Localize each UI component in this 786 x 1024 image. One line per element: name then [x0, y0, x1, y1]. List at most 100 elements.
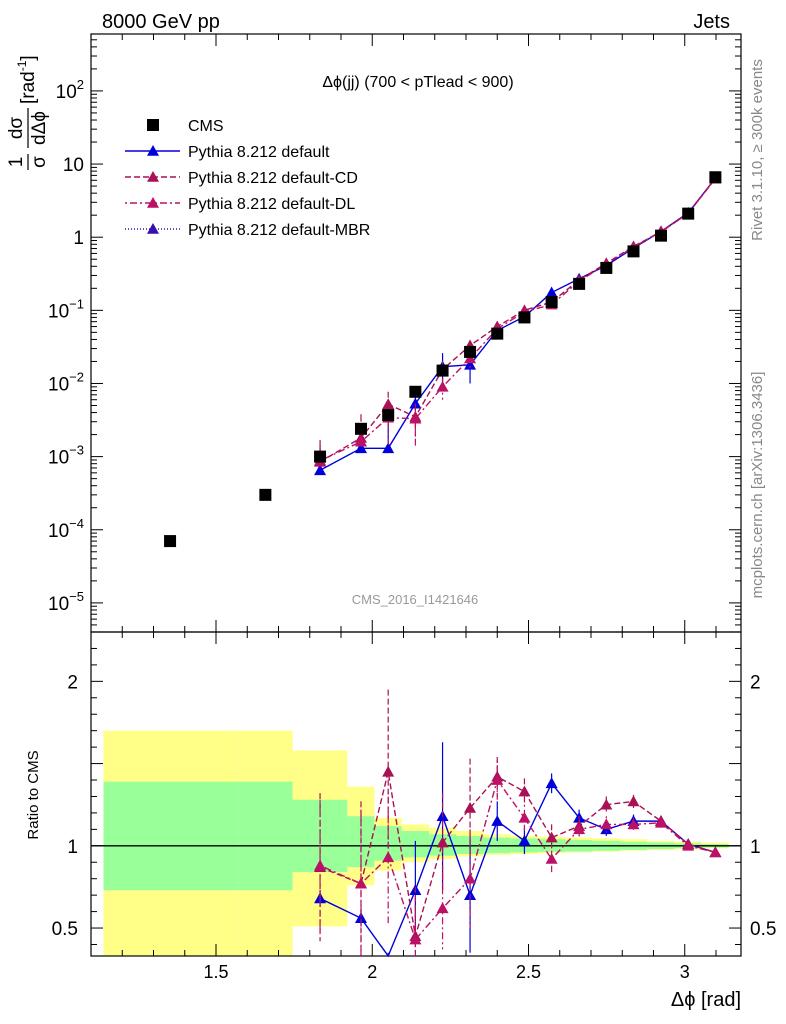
ratio-marker [545, 831, 558, 843]
cms-data-point [491, 327, 504, 340]
ratio-uncertainty-bands [91, 730, 741, 956]
ratio-plot-frame [90, 631, 742, 957]
axes-frames [90, 33, 742, 957]
series-marker [545, 286, 558, 298]
y-tick-label: 10−2 [48, 369, 84, 395]
legend-label: Pythia 8.212 default [188, 144, 330, 161]
ratio-marker [464, 872, 477, 884]
ratio-tick-label-left: 2 [67, 672, 78, 693]
ratio-marker [355, 877, 367, 889]
y-label-dsigma: dσ [6, 117, 27, 140]
legend-marker-triangle [147, 197, 159, 208]
ratio-tick-label-right: 2 [750, 672, 761, 693]
series-marker [355, 435, 367, 447]
cms-data-point [627, 245, 640, 258]
cms-data-point [164, 535, 177, 548]
ratio-marker [709, 846, 722, 858]
ratio-marker [382, 765, 395, 777]
ratio-marker [436, 836, 449, 848]
series-marker [436, 380, 449, 392]
ratio-y-label: Ratio to CMS [25, 750, 42, 839]
ratio-marker [627, 818, 640, 830]
cms-data-point [464, 345, 477, 358]
x-tick-label: 2 [367, 962, 377, 982]
y-tick-label: 10−1 [48, 296, 84, 322]
cms-data-point [573, 277, 586, 290]
ratio-marker [545, 777, 558, 789]
cms-data-point [355, 422, 367, 435]
legend-label: Pythia 8.212 default-CD [188, 170, 358, 187]
cms-data-point [600, 261, 613, 274]
y-tick-label: 10−5 [48, 589, 84, 615]
ratio-marker [573, 823, 586, 835]
ratio-marker [464, 801, 477, 813]
legend-label: CMS [188, 118, 224, 135]
cms-data-point [709, 171, 722, 184]
y-label-unit-close: ] [18, 55, 39, 60]
cms-data-point [382, 409, 395, 422]
series-marker [355, 442, 367, 454]
ratio-marker [314, 859, 327, 871]
ratio-marker [600, 798, 613, 810]
ratio-marker [518, 834, 531, 846]
ratio-marker [409, 933, 422, 945]
cms-data-point [409, 385, 422, 398]
y-tick-label: 1 [73, 228, 84, 249]
cms-data-points [164, 171, 722, 548]
series-marker [314, 464, 327, 476]
legend: CMS Pythia 8.212 default Pythia 8.212 defa… [125, 118, 370, 239]
ratio-marker [491, 815, 504, 826]
legend-marker-triangle [147, 171, 159, 182]
legend-marker-triangle [147, 145, 159, 156]
x-tick-label: 3 [680, 962, 690, 982]
ratio-marker [682, 839, 695, 851]
ratio-marker [627, 795, 640, 807]
header-energy: 8000 GeV pp [102, 11, 220, 33]
ratio-marker [382, 851, 395, 863]
ratio-tick-label-left: 1 [67, 837, 78, 858]
series-marker [409, 397, 422, 409]
legend-marker-square [147, 119, 159, 131]
axis-ticks: 1.5 2 2.5 3 102 10 1 10−1 10−2 10−3 10−4 10−5 2 2 1 1 0.… [48, 33, 776, 982]
ratio-marker [355, 912, 367, 923]
ratio-marker [436, 902, 449, 914]
header-process: Jets [693, 11, 730, 33]
cms-data-point [545, 296, 558, 309]
series-line [319, 177, 716, 471]
y-label-unit: [rad-1] [15, 55, 39, 104]
ratio-marker [491, 774, 504, 785]
cms-data-point [518, 311, 531, 324]
cms-data-point [436, 364, 449, 377]
y-axis-label: 1 σ dσ dΔϕ [rad-1] [6, 55, 50, 170]
y-tick-label: 102 [56, 77, 84, 103]
analysis-watermark: CMS_2016_I1421646 [352, 592, 479, 607]
ratio-marker [545, 852, 558, 864]
ratio-marker [518, 785, 531, 797]
x-tick-label: 2.5 [516, 962, 541, 982]
chart-title: Δϕ(jj) (700 < pTlead < 900) [322, 74, 513, 91]
cms-data-point [314, 450, 327, 463]
series-marker [409, 412, 422, 424]
x-axis-label: Δϕ [rad] [671, 989, 741, 1011]
y-tick-label: 10−4 [48, 516, 84, 542]
stat-uncertainty-band [103, 781, 239, 891]
ratio-marker [655, 816, 667, 828]
stat-uncertainty-band [238, 781, 293, 891]
x-tick-label: 1.5 [203, 962, 228, 982]
y-tick-label: 10 [63, 155, 84, 176]
y-label-one: 1 [6, 157, 27, 168]
cms-data-point [259, 488, 272, 501]
y-label-sigma: σ [29, 156, 50, 168]
y-label-ddphi: dΔϕ [29, 111, 50, 145]
y-label-unit-exp: -1 [15, 60, 29, 71]
ratio-marker [600, 818, 613, 830]
ratio-tick-label-right: 0.5 [750, 919, 776, 940]
mcplots-label: mcplots.cern.ch [arXiv:1306.3436] [749, 372, 766, 599]
ratio-marker [518, 811, 531, 823]
legend-label: Pythia 8.212 default-DL [188, 196, 355, 213]
cms-data-point [682, 207, 695, 220]
legend-marker-triangle [147, 223, 159, 234]
rivet-label: Rivet 3.1.10, ≥ 300k events [749, 59, 766, 241]
y-label-unit-open: [rad [18, 71, 39, 104]
